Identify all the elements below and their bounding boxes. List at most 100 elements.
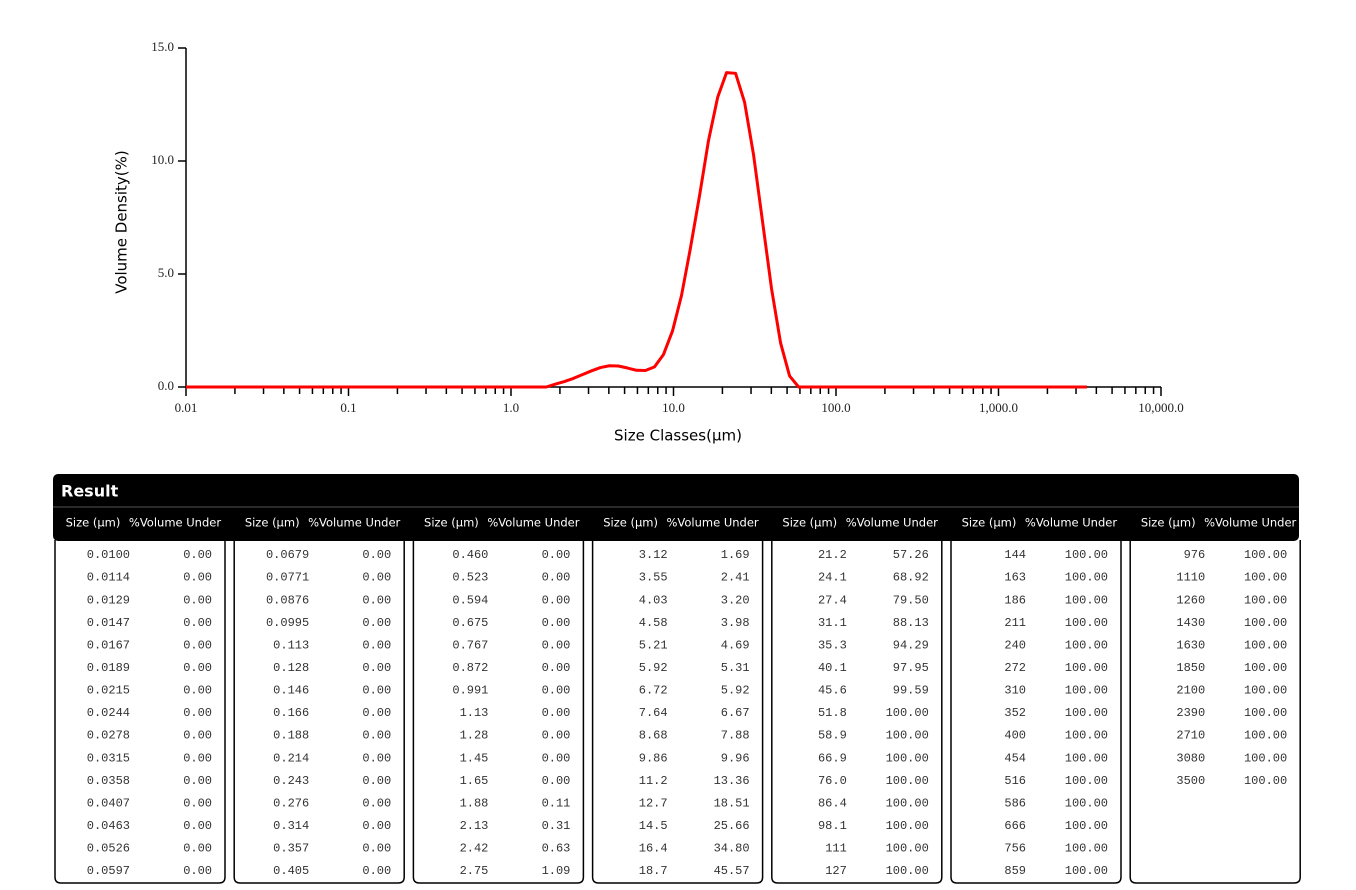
- volume-cell: 0.00: [542, 684, 571, 698]
- volume-cell: 0.00: [362, 706, 391, 720]
- volume-cell: 18.51: [714, 796, 750, 810]
- volume-cell: 0.00: [542, 571, 571, 585]
- size-cell: 0.0526: [87, 842, 130, 856]
- y-tick-label: 5.0: [158, 265, 174, 280]
- volume-cell: 0.00: [362, 616, 391, 630]
- size-cell: 756: [1004, 842, 1026, 856]
- column-header: %Volume Under: [1204, 516, 1296, 530]
- volume-cell: 5.31: [721, 661, 750, 675]
- volume-cell: 100.00: [886, 774, 929, 788]
- size-cell: 0.0189: [87, 661, 130, 675]
- volume-cell: 0.00: [183, 548, 212, 562]
- size-cell: 1110: [1176, 571, 1205, 585]
- volume-cell: 0.00: [362, 751, 391, 765]
- volume-cell: 9.96: [721, 751, 750, 765]
- size-cell: 0.0995: [266, 616, 309, 630]
- volume-cell: 0.00: [362, 661, 391, 675]
- size-cell: 3.12: [639, 548, 668, 562]
- volume-cell: 97.95: [893, 661, 929, 675]
- density-line: [186, 71, 1087, 389]
- size-cell: 31.1: [818, 616, 847, 630]
- volume-cell: 100.00: [1244, 593, 1287, 607]
- volume-cell: 100.00: [1065, 751, 1108, 765]
- volume-cell: 0.00: [542, 661, 571, 675]
- volume-cell: 100.00: [1244, 661, 1287, 675]
- size-cell: 586: [1004, 796, 1026, 810]
- size-cell: 272: [1004, 661, 1026, 675]
- volume-cell: 100.00: [1244, 684, 1287, 698]
- volume-cell: 0.00: [362, 593, 391, 607]
- column-header: %Volume Under: [1025, 516, 1117, 530]
- column-box: [1129, 540, 1301, 884]
- volume-cell: 0.00: [183, 684, 212, 698]
- size-cell: 1.88: [460, 796, 489, 810]
- volume-cell: 4.69: [721, 638, 750, 652]
- size-cell: 2.42: [460, 842, 489, 856]
- size-cell: 27.4: [818, 593, 847, 607]
- volume-cell: 45.57: [714, 864, 750, 878]
- volume-cell: 0.00: [542, 593, 571, 607]
- volume-cell: 6.67: [721, 706, 750, 720]
- volume-cell: 0.00: [362, 864, 391, 878]
- size-cell: 0.991: [452, 684, 488, 698]
- size-cell: 1430: [1176, 616, 1205, 630]
- column-box: [412, 540, 585, 884]
- volume-cell: 25.66: [714, 819, 750, 833]
- size-cell: 163: [1004, 571, 1026, 585]
- size-cell: 516: [1004, 774, 1026, 788]
- size-cell: 0.0147: [87, 616, 130, 630]
- volume-cell: 0.00: [183, 796, 212, 810]
- volume-cell: 100.00: [886, 729, 929, 743]
- size-cell: 2100: [1176, 684, 1205, 698]
- x-axis-label: Size Classes(μm): [614, 427, 742, 445]
- volume-cell: 0.00: [542, 638, 571, 652]
- volume-cell: 0.00: [183, 616, 212, 630]
- table-title: Result: [61, 482, 119, 501]
- size-cell: 144: [1004, 548, 1026, 562]
- size-cell: 0.767: [452, 638, 488, 652]
- column-box: [233, 540, 405, 884]
- volume-cell: 100.00: [1065, 864, 1108, 878]
- size-cell: 0.276: [273, 796, 309, 810]
- volume-cell: 100.00: [1065, 593, 1108, 607]
- x-tick-label: 10,000.0: [1138, 400, 1184, 415]
- size-cell: 0.0597: [87, 864, 130, 878]
- size-cell: 0.594: [452, 593, 488, 607]
- size-cell: 0.675: [452, 616, 488, 630]
- size-cell: 211: [1004, 616, 1026, 630]
- volume-cell: 100.00: [886, 751, 929, 765]
- volume-cell: 7.88: [721, 729, 750, 743]
- size-cell: 1260: [1176, 593, 1205, 607]
- column-header: Size (μm): [1141, 516, 1196, 530]
- size-cell: 0.0129: [87, 593, 130, 607]
- size-cell: 0.357: [273, 842, 309, 856]
- volume-cell: 0.00: [183, 661, 212, 675]
- volume-cell: 3.98: [721, 616, 750, 630]
- volume-cell: 0.00: [362, 548, 391, 562]
- volume-cell: 99.59: [893, 684, 929, 698]
- size-cell: 0.0278: [87, 729, 130, 743]
- size-cell: 127: [825, 864, 847, 878]
- size-cell: 2.75: [460, 864, 489, 878]
- size-cell: 5.92: [639, 661, 668, 675]
- column-header: Size (μm): [66, 516, 121, 530]
- size-cell: 2710: [1176, 729, 1205, 743]
- volume-cell: 0.00: [542, 751, 571, 765]
- volume-cell: 100.00: [1065, 571, 1108, 585]
- volume-cell: 100.00: [886, 864, 929, 878]
- volume-cell: 0.00: [362, 796, 391, 810]
- y-tick-label: 0.0: [158, 378, 174, 393]
- size-cell: 0.405: [273, 864, 309, 878]
- column-box: [591, 540, 764, 884]
- column-header: %Volume Under: [667, 516, 759, 530]
- volume-cell: 100.00: [1244, 706, 1287, 720]
- volume-cell: 0.00: [362, 774, 391, 788]
- volume-cell: 100.00: [886, 819, 929, 833]
- volume-cell: 100.00: [1244, 729, 1287, 743]
- volume-cell: 100.00: [1244, 751, 1287, 765]
- volume-cell: 100.00: [1065, 638, 1108, 652]
- size-cell: 9.86: [639, 751, 668, 765]
- size-cell: 310: [1004, 684, 1026, 698]
- volume-cell: 0.00: [183, 638, 212, 652]
- volume-cell: 100.00: [1065, 796, 1108, 810]
